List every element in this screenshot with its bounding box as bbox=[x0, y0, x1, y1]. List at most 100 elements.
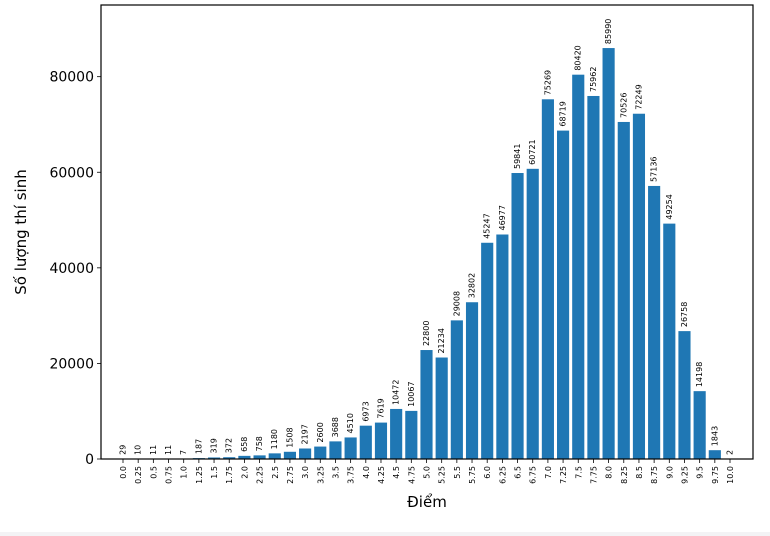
bar-value-label: 10472 bbox=[392, 379, 401, 404]
x-tick-label: 0.0 bbox=[119, 466, 128, 479]
y-tick-label: 40000 bbox=[49, 261, 94, 277]
bar-8.75 bbox=[648, 186, 660, 459]
x-tick-label: 0.25 bbox=[134, 466, 143, 484]
bar-5.25 bbox=[436, 358, 448, 459]
bar-value-label: 187 bbox=[194, 439, 203, 454]
y-tick-label: 60000 bbox=[49, 165, 94, 181]
x-tick-label: 4.75 bbox=[407, 466, 416, 484]
bar-value-label: 11 bbox=[149, 445, 158, 455]
x-tick-label: 7.25 bbox=[559, 466, 568, 484]
bar-2.75 bbox=[284, 452, 296, 459]
bar-value-label: 80420 bbox=[574, 45, 583, 70]
x-tick-label: 1.5 bbox=[210, 466, 219, 479]
bar-2.5 bbox=[269, 453, 281, 459]
bar-3.5 bbox=[329, 441, 341, 459]
x-tick-label: 9.0 bbox=[665, 466, 674, 479]
bar-value-label: 29 bbox=[119, 445, 128, 455]
bar-value-label: 14198 bbox=[695, 362, 704, 387]
bar-5.75 bbox=[466, 302, 478, 459]
bar-8.25 bbox=[618, 122, 630, 459]
bar-value-label: 1843 bbox=[710, 426, 719, 446]
x-tick-label: 3.75 bbox=[347, 466, 356, 484]
x-tick-label: 5.0 bbox=[423, 466, 432, 479]
bar-value-label: 1508 bbox=[285, 427, 294, 447]
bar-value-label: 22800 bbox=[422, 321, 431, 346]
x-tick-label: 6.0 bbox=[483, 466, 492, 479]
bar-7.25 bbox=[557, 131, 569, 459]
bar-value-label: 75269 bbox=[543, 70, 552, 95]
bar-4.5 bbox=[390, 409, 402, 459]
bar-4.75 bbox=[405, 411, 417, 459]
x-tick-label: 2.25 bbox=[256, 466, 265, 484]
x-tick-label: 3.25 bbox=[316, 466, 325, 484]
x-tick-label: 5.25 bbox=[438, 466, 447, 484]
bar-4.0 bbox=[360, 426, 372, 459]
bar-value-label: 49254 bbox=[665, 194, 674, 219]
x-tick-label: 2.75 bbox=[286, 466, 295, 484]
x-tick-label: 8.75 bbox=[650, 466, 659, 484]
bar-7.75 bbox=[587, 96, 599, 459]
bar-value-label: 57136 bbox=[650, 156, 659, 181]
bar-value-label: 72249 bbox=[634, 84, 643, 109]
bar-value-label: 45247 bbox=[483, 213, 492, 238]
x-tick-label: 9.75 bbox=[711, 466, 720, 484]
bar-value-label: 319 bbox=[210, 438, 219, 453]
bar-value-label: 26758 bbox=[680, 302, 689, 327]
bar-8.0 bbox=[603, 48, 615, 459]
bar-value-label: 29008 bbox=[452, 291, 461, 316]
x-tick-label: 1.75 bbox=[225, 466, 234, 484]
bar-value-label: 85990 bbox=[604, 19, 613, 44]
bar-value-label: 658 bbox=[240, 437, 249, 452]
bar-8.5 bbox=[633, 114, 645, 459]
x-tick-label: 7.75 bbox=[589, 466, 598, 484]
bar-value-label: 4510 bbox=[346, 413, 355, 433]
x-tick-label: 4.5 bbox=[392, 466, 401, 479]
bar-3.25 bbox=[314, 447, 326, 459]
bar-6.75 bbox=[527, 169, 539, 459]
bar-value-label: 21234 bbox=[437, 328, 446, 353]
x-tick-label: 7.0 bbox=[544, 466, 553, 479]
bar-value-label: 758 bbox=[255, 436, 264, 451]
bar-value-label: 6973 bbox=[361, 401, 370, 421]
bar-value-label: 372 bbox=[225, 438, 234, 453]
bar-value-label: 68719 bbox=[559, 101, 568, 126]
bar-9.0 bbox=[663, 224, 675, 459]
bar-5.0 bbox=[420, 350, 432, 459]
bar-value-label: 7 bbox=[179, 450, 188, 455]
bar-value-label: 60721 bbox=[528, 139, 537, 164]
bar-3.75 bbox=[345, 437, 357, 459]
y-axis-label: Số lượng thí sinh bbox=[12, 169, 30, 294]
bar-value-label: 1180 bbox=[270, 429, 279, 449]
bar-5.5 bbox=[451, 320, 463, 459]
bar-3.0 bbox=[299, 449, 311, 460]
x-tick-label: 9.25 bbox=[680, 466, 689, 484]
bar-6.25 bbox=[496, 235, 508, 460]
y-tick-label: 0 bbox=[85, 452, 94, 468]
bar-7.5 bbox=[572, 75, 584, 459]
bar-6.0 bbox=[481, 243, 493, 459]
bar-value-label: 7619 bbox=[376, 398, 385, 418]
bar-value-label: 46977 bbox=[498, 205, 507, 230]
x-tick-label: 4.0 bbox=[362, 466, 371, 479]
x-tick-label: 0.5 bbox=[149, 466, 158, 479]
bar-value-label: 10 bbox=[134, 445, 143, 455]
bar-9.25 bbox=[678, 331, 690, 459]
x-tick-label: 2.5 bbox=[271, 466, 280, 479]
x-tick-label: 5.75 bbox=[468, 466, 477, 484]
x-tick-label: 8.0 bbox=[605, 466, 614, 479]
x-tick-label: 8.25 bbox=[620, 466, 629, 484]
x-tick-label: 6.25 bbox=[498, 466, 507, 484]
x-tick-label: 1.25 bbox=[195, 466, 204, 484]
x-tick-label: 9.5 bbox=[696, 466, 705, 479]
x-tick-label: 3.5 bbox=[331, 466, 340, 479]
x-tick-label: 4.25 bbox=[377, 466, 386, 484]
bar-value-label: 32802 bbox=[468, 273, 477, 298]
bar-value-label: 11 bbox=[164, 445, 173, 455]
x-tick-label: 6.5 bbox=[514, 466, 523, 479]
bar-4.25 bbox=[375, 423, 387, 459]
y-tick-label: 80000 bbox=[49, 70, 94, 86]
x-tick-label: 7.5 bbox=[574, 466, 583, 479]
bar-value-label: 75962 bbox=[589, 67, 598, 92]
